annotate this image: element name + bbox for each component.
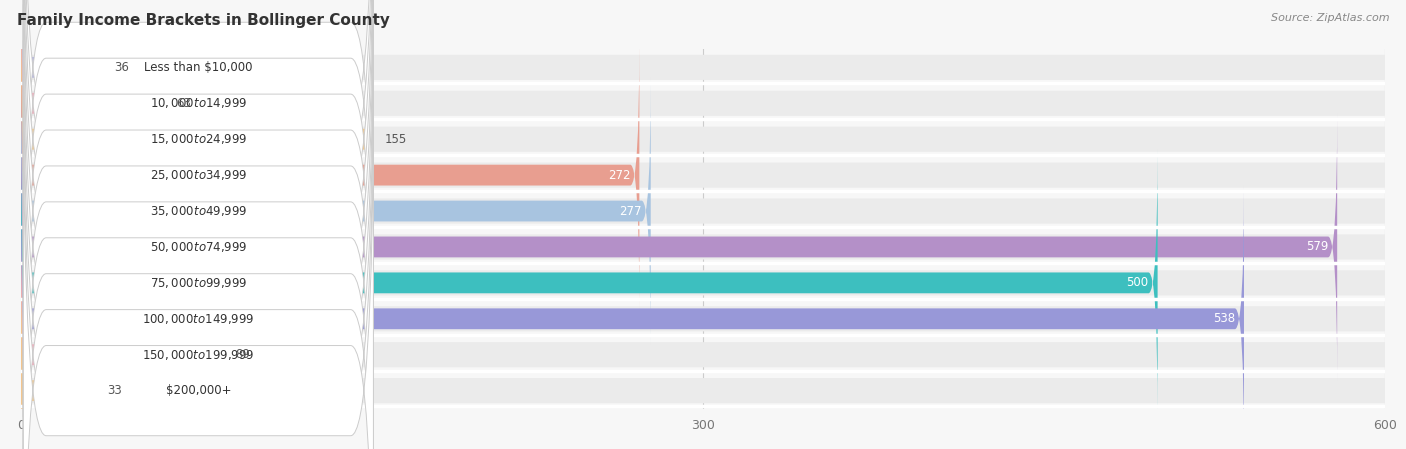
Text: Family Income Brackets in Bollinger County: Family Income Brackets in Bollinger Coun… xyxy=(17,13,389,28)
FancyBboxPatch shape xyxy=(21,0,165,237)
Text: 500: 500 xyxy=(1126,277,1149,289)
Text: 579: 579 xyxy=(1306,241,1329,253)
Text: $100,000 to $149,999: $100,000 to $149,999 xyxy=(142,312,254,326)
FancyBboxPatch shape xyxy=(24,0,374,449)
FancyBboxPatch shape xyxy=(24,0,374,449)
FancyBboxPatch shape xyxy=(21,342,1385,367)
FancyBboxPatch shape xyxy=(21,78,651,344)
FancyBboxPatch shape xyxy=(21,114,1337,380)
FancyBboxPatch shape xyxy=(24,40,374,449)
FancyBboxPatch shape xyxy=(24,0,374,449)
Text: 63: 63 xyxy=(176,97,191,110)
FancyBboxPatch shape xyxy=(21,150,1157,416)
Text: $15,000 to $24,999: $15,000 to $24,999 xyxy=(149,132,247,146)
FancyBboxPatch shape xyxy=(21,306,1385,331)
Text: $50,000 to $74,999: $50,000 to $74,999 xyxy=(149,240,247,254)
Text: 155: 155 xyxy=(385,133,406,145)
Text: $10,000 to $14,999: $10,000 to $14,999 xyxy=(149,96,247,110)
Text: 89: 89 xyxy=(235,348,250,361)
FancyBboxPatch shape xyxy=(21,185,1244,449)
FancyBboxPatch shape xyxy=(21,234,1385,260)
Text: Source: ZipAtlas.com: Source: ZipAtlas.com xyxy=(1271,13,1389,23)
Text: 538: 538 xyxy=(1213,313,1234,325)
FancyBboxPatch shape xyxy=(21,6,374,273)
FancyBboxPatch shape xyxy=(21,221,224,449)
FancyBboxPatch shape xyxy=(24,76,374,449)
FancyBboxPatch shape xyxy=(21,257,96,449)
FancyBboxPatch shape xyxy=(24,0,374,418)
Text: 272: 272 xyxy=(607,169,630,181)
FancyBboxPatch shape xyxy=(24,0,374,449)
FancyBboxPatch shape xyxy=(24,0,374,382)
FancyBboxPatch shape xyxy=(21,91,1385,116)
FancyBboxPatch shape xyxy=(21,42,640,308)
Text: 33: 33 xyxy=(107,384,122,397)
FancyBboxPatch shape xyxy=(21,0,103,201)
Text: Less than $10,000: Less than $10,000 xyxy=(145,61,253,74)
FancyBboxPatch shape xyxy=(21,198,1385,224)
FancyBboxPatch shape xyxy=(24,0,374,449)
Text: 277: 277 xyxy=(619,205,641,217)
FancyBboxPatch shape xyxy=(21,127,1385,152)
Text: $150,000 to $199,999: $150,000 to $199,999 xyxy=(142,348,254,362)
FancyBboxPatch shape xyxy=(21,378,1385,403)
Text: $200,000+: $200,000+ xyxy=(166,384,231,397)
FancyBboxPatch shape xyxy=(24,4,374,449)
Text: 36: 36 xyxy=(114,61,129,74)
FancyBboxPatch shape xyxy=(21,270,1385,295)
Text: $35,000 to $49,999: $35,000 to $49,999 xyxy=(149,204,247,218)
Text: $75,000 to $99,999: $75,000 to $99,999 xyxy=(149,276,247,290)
FancyBboxPatch shape xyxy=(21,55,1385,80)
FancyBboxPatch shape xyxy=(21,163,1385,188)
Text: $25,000 to $34,999: $25,000 to $34,999 xyxy=(149,168,247,182)
